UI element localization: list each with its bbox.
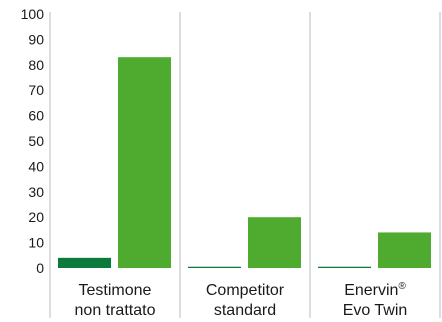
category-separators bbox=[49, 12, 441, 318]
y-tick-label: 70 bbox=[28, 82, 44, 98]
bar-series-2-cat-1 bbox=[118, 57, 171, 269]
y-tick-label: 10 bbox=[28, 235, 44, 251]
category-label: Competitor bbox=[206, 282, 285, 299]
y-tick-label: 90 bbox=[28, 31, 44, 47]
bar-series-1-cat-2 bbox=[188, 266, 241, 268]
category-label: Evo Twin bbox=[343, 302, 408, 319]
y-tick-label: 50 bbox=[28, 133, 44, 149]
bar-series-1-cat-3 bbox=[318, 266, 371, 268]
y-tick-label: 30 bbox=[28, 184, 44, 200]
category-label: standard bbox=[214, 302, 276, 319]
y-axis: 0 10 20 30 40 50 60 70 80 90 100 bbox=[21, 6, 45, 276]
category-label: Enervin® bbox=[344, 281, 406, 299]
y-tick-label: 40 bbox=[28, 158, 44, 174]
trademark-symbol: ® bbox=[398, 281, 406, 292]
category-labels: Testimone non trattato Competitor standard E… bbox=[75, 281, 408, 319]
y-tick-label: 20 bbox=[28, 209, 44, 225]
bar-series-1-cat-1 bbox=[58, 257, 111, 268]
bar-series-2-cat-3 bbox=[378, 232, 431, 268]
bar-series-2-cat-2 bbox=[248, 217, 301, 268]
y-tick-label: 0 bbox=[36, 260, 44, 276]
y-tick-label: 80 bbox=[28, 57, 44, 73]
bars bbox=[58, 57, 431, 269]
y-tick-label: 60 bbox=[28, 108, 44, 124]
category-label: Testimone bbox=[79, 282, 152, 299]
category-label: non trattato bbox=[75, 302, 156, 319]
y-tick-label: 100 bbox=[21, 6, 45, 22]
